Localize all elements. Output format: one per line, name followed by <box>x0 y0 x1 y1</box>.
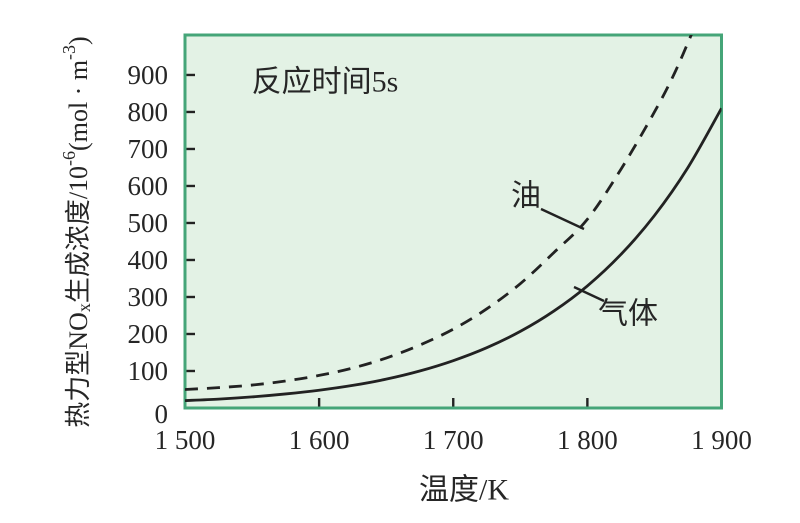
annotation-reaction-time: 反应时间5s <box>252 66 399 99</box>
gas-curve <box>185 107 722 402</box>
y-tick-label: 200 <box>128 319 169 349</box>
x-tick-label: 1 800 <box>557 425 618 455</box>
y-tick-label: 300 <box>128 282 169 312</box>
y-tick-label: 500 <box>128 208 169 238</box>
oil-leader-line <box>540 207 585 231</box>
oil-series-label: 油 <box>511 180 541 213</box>
x-axis-title: 温度/K <box>419 474 509 507</box>
x-tick-label: 1 700 <box>423 425 484 455</box>
y-tick-label: 800 <box>128 97 169 127</box>
oil-curve <box>185 35 693 391</box>
y-tick-label: 900 <box>128 60 169 90</box>
x-tick-label: 1 900 <box>691 425 752 455</box>
y-tick-label: 400 <box>128 245 169 275</box>
gas-leader-line <box>573 285 605 303</box>
x-tick-label: 1 600 <box>289 425 350 455</box>
y-tick-label: 600 <box>128 171 169 201</box>
gas-series-label: 气体 <box>598 298 658 331</box>
y-tick-label: 0 <box>155 399 169 429</box>
x-tick-label: 1 500 <box>155 425 216 455</box>
y-tick-label: 700 <box>128 134 169 164</box>
y-tick-label: 100 <box>128 356 169 386</box>
plot-area <box>183 33 723 410</box>
y-axis-title: 热力型NOx​生成浓度/10-6​(mol · m-3​) <box>59 36 94 427</box>
